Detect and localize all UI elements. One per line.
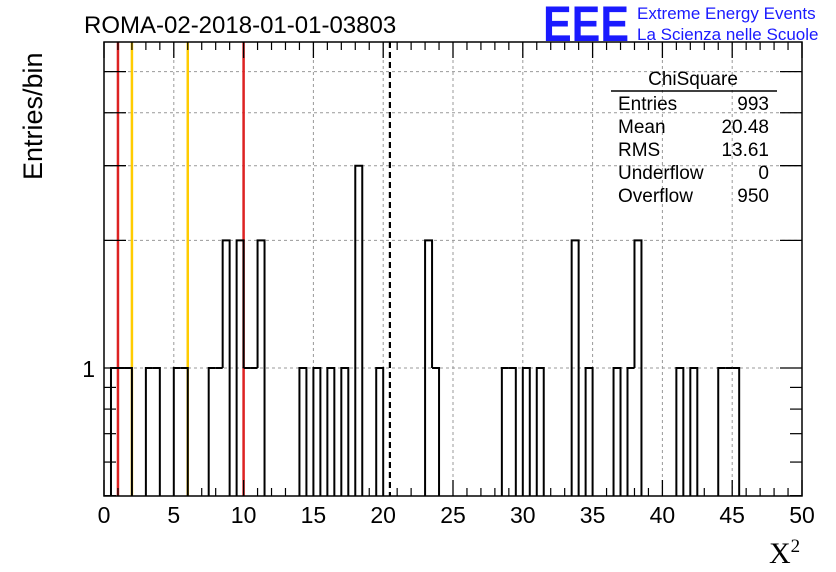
histogram-bin [235,239,245,496]
chart-title: ROMA-02-2018-01-01-03803 [84,12,396,39]
histogram-bin [375,367,385,496]
x-tick-label: 40 [650,502,676,528]
histogram-bin [570,239,580,496]
histogram-bin [340,367,350,496]
histogram-bin [612,367,622,496]
y-tick-label: 1 [82,356,95,382]
histogram-bin [180,367,189,496]
histogram-bin [354,164,364,496]
stats-title: ChiSquare [648,69,738,90]
stats-label: Underflow [618,163,704,184]
histogram-bin [298,367,308,496]
histogram-bars [109,164,741,496]
logo-eee: EEE [543,0,629,52]
x-tick-label: 15 [301,502,327,528]
histogram-bin [717,367,726,496]
logo-line1: Extreme Energy Events [637,4,816,23]
histogram-bin [256,239,266,496]
histogram-bin [584,367,594,496]
histogram-bin [144,367,153,496]
stats-box: ChiSquare Entries 993 Mean 20.48 RMS 13.61 Und… [611,69,777,207]
logo: EEE Extreme Energy Events La Scienza nel… [543,0,818,52]
x-tick-label: 5 [167,502,180,528]
histogram-bin [172,367,181,496]
histogram-bin [689,367,699,496]
histogram-bin [207,367,216,496]
stats-label: Overflow [618,186,693,207]
stats-value: 0 [758,163,769,184]
histogram-bin [152,367,161,496]
x-tick-label: 30 [510,502,536,528]
x-tick-label: 25 [440,502,466,528]
histogram-bin [500,367,509,496]
x-tick-label: 10 [231,502,257,528]
axis-ticks: 0 5 10 15 20 25 30 35 40 45 50 [98,42,815,528]
histogram-bin [432,367,441,496]
histogram-bin [312,367,322,496]
x-axis-label: X2 [769,536,800,570]
histogram-bin [221,239,231,496]
x-tick-label: 20 [370,502,396,528]
histogram-bin [326,367,336,496]
y-axis-label: Entries/bin [18,52,48,180]
stats-label: RMS [618,140,660,161]
histogram-bin [675,367,685,496]
histogram-bin [626,367,635,496]
x-tick-label: 0 [98,502,111,528]
x-tick-label: 35 [580,502,606,528]
x-tick-label: 50 [789,502,815,528]
histogram-bin [521,367,531,496]
histogram-bin [124,367,133,496]
histogram-bin [535,367,545,496]
stats-value: 950 [737,186,769,207]
stats-value: 20.48 [721,117,769,138]
stats-value: 993 [737,94,769,115]
stats-label: Mean [618,117,666,138]
stats-label: Entries [618,94,677,115]
histogram-bin [508,367,517,496]
stats-value: 13.61 [721,140,769,161]
histogram-bin [732,367,741,496]
histogram-bin [424,239,434,496]
logo-line2: La Scienza nelle Scuole [637,25,818,44]
histogram-bin [633,239,643,496]
x-tick-label: 45 [719,502,745,528]
